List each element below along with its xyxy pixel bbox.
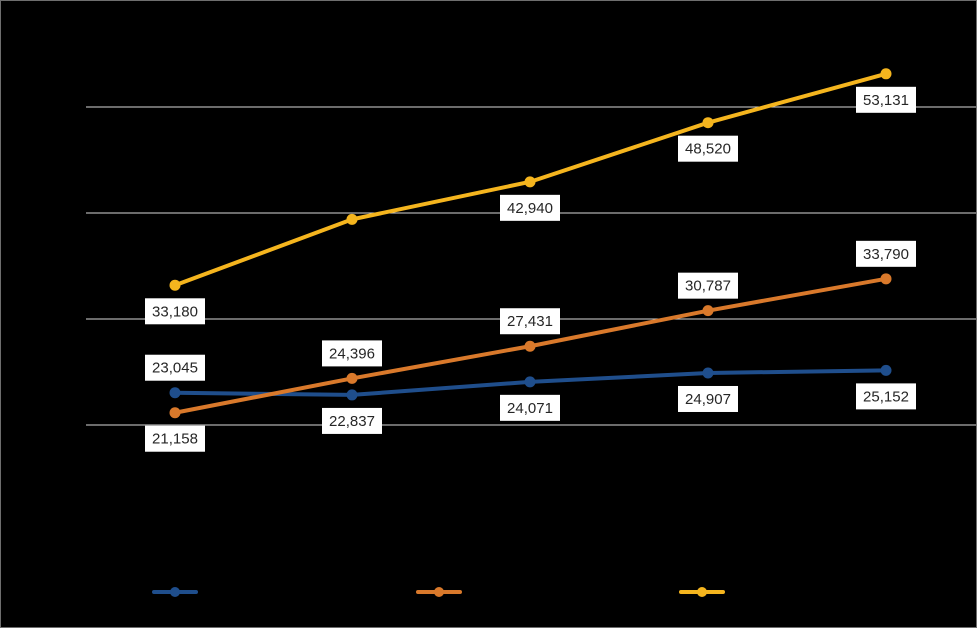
data-label-box — [500, 308, 560, 335]
data-label-text: 33,790 — [863, 246, 909, 263]
data-label: 53,131 — [856, 86, 916, 113]
data-label-box — [500, 394, 560, 421]
data-label-box — [678, 385, 738, 412]
data-point — [524, 340, 536, 352]
data-point — [702, 305, 714, 317]
data-label-box — [678, 272, 738, 299]
data-label: 24,396 — [322, 340, 382, 367]
legend-item-2 — [416, 587, 462, 597]
series-1 — [169, 364, 892, 401]
data-label-text: 24,396 — [329, 345, 375, 362]
data-label: 30,787 — [678, 272, 738, 299]
data-label-text: 25,152 — [863, 388, 909, 405]
data-label-box — [322, 407, 382, 434]
series-3 — [169, 68, 892, 291]
data-label: 23,045 — [145, 354, 205, 381]
data-label: 33,180 — [145, 298, 205, 325]
data-label-box — [856, 383, 916, 410]
data-point — [524, 376, 536, 388]
data-label-box — [145, 354, 205, 381]
data-label-text: 53,131 — [863, 92, 909, 109]
series-2 — [169, 273, 892, 419]
data-label-text: 24,071 — [507, 400, 553, 417]
data-label: 33,790 — [856, 240, 916, 267]
data-label-text: 33,180 — [152, 303, 198, 320]
data-label-text: 23,045 — [152, 360, 198, 377]
data-label: 42,940 — [500, 194, 560, 221]
data-point — [524, 176, 536, 188]
data-label: 25,152 — [856, 383, 916, 410]
data-label-text: 27,431 — [507, 313, 553, 330]
data-label-text: 21,158 — [152, 431, 198, 448]
data-label: 22,837 — [322, 407, 382, 434]
data-label-box — [322, 340, 382, 367]
data-point — [346, 389, 358, 401]
data-label-text: 48,520 — [685, 141, 731, 158]
data-point — [880, 364, 892, 376]
data-point — [702, 117, 714, 129]
data-point — [346, 213, 358, 225]
data-label-box — [145, 298, 205, 325]
data-point — [169, 387, 181, 399]
legend-item-1 — [152, 587, 198, 597]
legend-item-3 — [679, 587, 725, 597]
data-point — [880, 273, 892, 285]
data-label: 24,907 — [678, 385, 738, 412]
data-label-box — [678, 135, 738, 162]
data-label-text: 24,907 — [685, 391, 731, 408]
legend-marker — [434, 587, 444, 597]
data-label: 27,431 — [500, 308, 560, 335]
data-point — [346, 372, 358, 384]
data-label-text: 30,787 — [685, 278, 731, 295]
series-lines — [169, 68, 892, 419]
data-label-box — [856, 240, 916, 267]
data-labels: 23,045 22,837 24,071 24,907 25,152 21,158 24,3… — [145, 86, 916, 452]
data-label-box — [856, 86, 916, 113]
data-label-box — [500, 194, 560, 221]
legend-marker — [170, 587, 180, 597]
data-point — [169, 279, 181, 291]
data-label-box — [145, 425, 205, 452]
data-label: 21,158 — [145, 425, 205, 452]
data-label-text: 22,837 — [329, 413, 375, 430]
legend — [152, 587, 725, 597]
legend-marker — [697, 587, 707, 597]
data-label: 24,071 — [500, 394, 560, 421]
data-point — [880, 68, 892, 80]
data-label: 48,520 — [678, 135, 738, 162]
data-point — [169, 407, 181, 419]
data-point — [702, 367, 714, 379]
data-label-text: 42,940 — [507, 200, 553, 217]
